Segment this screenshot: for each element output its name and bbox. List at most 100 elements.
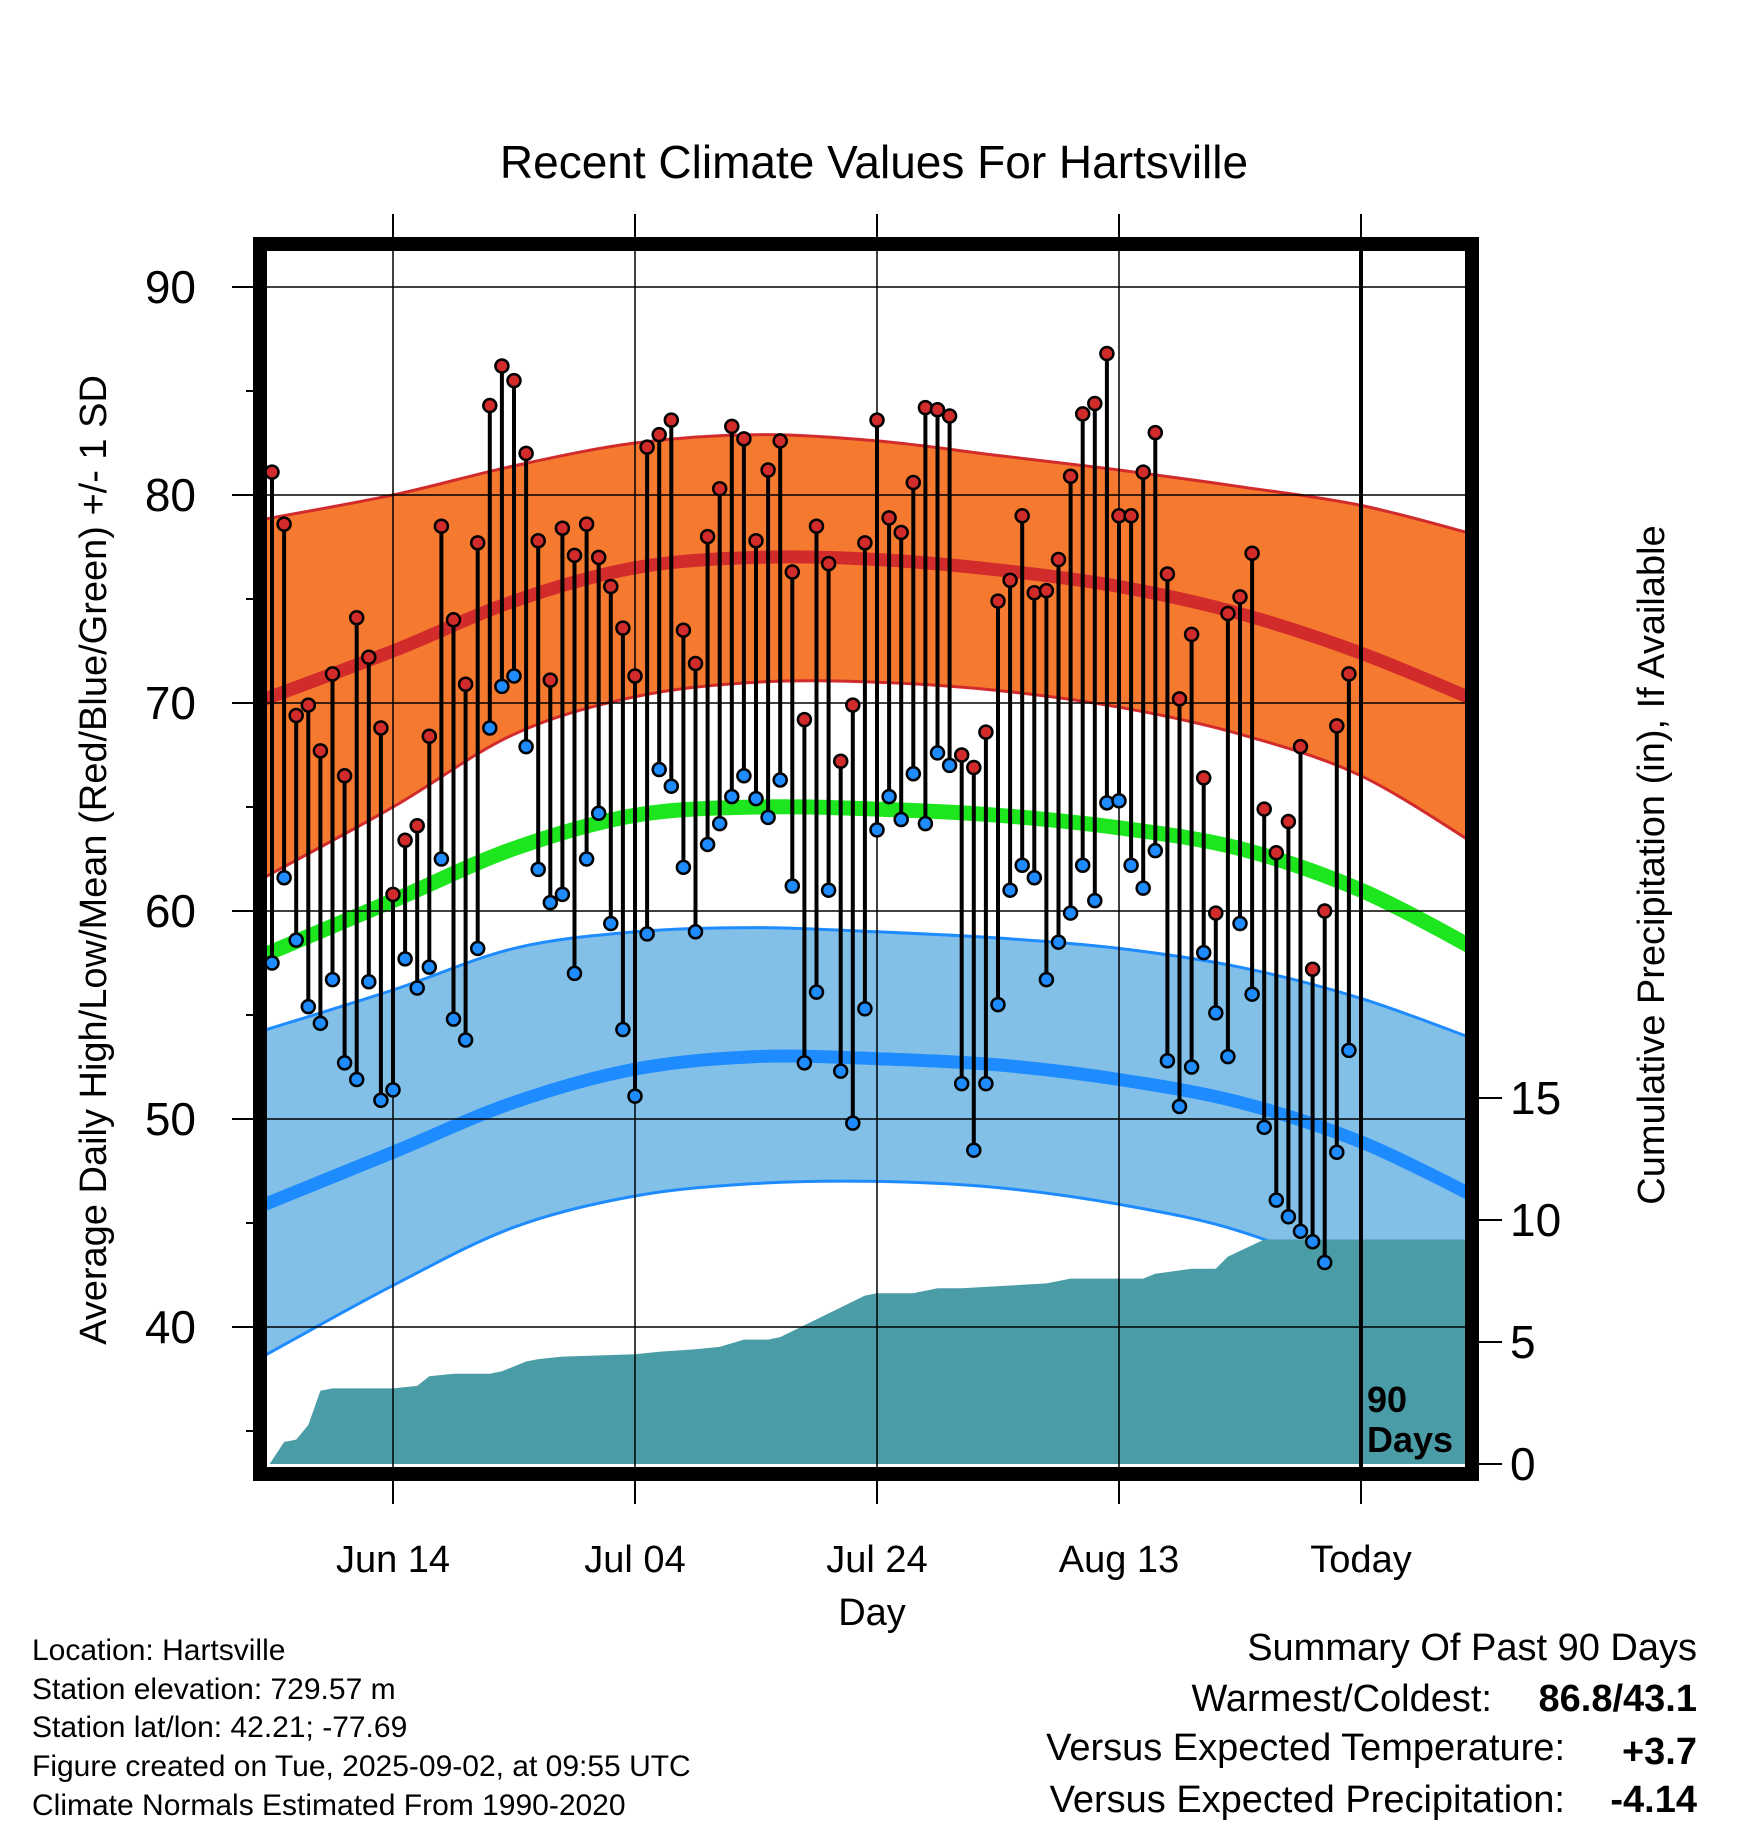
high-point: [312, 743, 329, 759]
daily-stems: [270, 353, 1351, 1263]
high-point: [433, 518, 450, 534]
low-point: [615, 1021, 631, 1038]
high-point: [615, 620, 631, 636]
plot-area: [260, 244, 1472, 1474]
high-point: [457, 676, 474, 693]
low-point: [288, 932, 304, 948]
low-point: [409, 980, 425, 996]
low-point: [361, 973, 377, 990]
high-point: [554, 520, 571, 537]
y-tick-label: 80: [145, 469, 196, 521]
high-point: [736, 431, 752, 447]
y-tick-label: 60: [145, 885, 196, 937]
low-point: [1135, 880, 1151, 896]
high-point: [1329, 718, 1345, 734]
low-point: [324, 971, 341, 988]
high-point: [1123, 508, 1139, 524]
high-point: [663, 412, 680, 428]
high-point: [1062, 468, 1079, 485]
low-point: [1062, 905, 1079, 921]
low-point: [941, 757, 958, 774]
low-point: [772, 772, 788, 788]
high-point: [518, 445, 534, 462]
high-point: [687, 655, 704, 672]
low-point: [1195, 944, 1212, 961]
low-point: [373, 1092, 389, 1109]
high-point: [603, 578, 619, 595]
low-point: [578, 851, 595, 867]
summary-warm-cold-label: Warmest/Coldest:: [1191, 1678, 1492, 1720]
high-point: [917, 399, 934, 416]
x-tick-label: Today: [1310, 1539, 1411, 1581]
high-point: [494, 358, 510, 374]
low-point: [482, 720, 498, 736]
high-point: [905, 474, 922, 491]
high-point: [675, 622, 692, 638]
low-point: [784, 878, 801, 894]
high-point: [506, 372, 522, 389]
low-point: [1171, 1098, 1188, 1115]
x-tick-label: Aug 13: [1059, 1539, 1179, 1581]
summary-warm-cold-value: 86.8/43.1: [1539, 1678, 1697, 1720]
high-point: [1256, 801, 1272, 817]
y-tick-label: 40: [145, 1301, 196, 1353]
high-point: [869, 412, 885, 428]
high-point: [469, 535, 486, 551]
high-point: [445, 612, 462, 628]
low-point: [264, 955, 280, 971]
low-point: [760, 809, 776, 826]
low-point: [348, 1071, 365, 1088]
high-point: [1232, 589, 1248, 605]
y2-tick-label: 5: [1510, 1316, 1536, 1368]
low-point: [820, 882, 837, 898]
high-point: [1195, 770, 1212, 786]
high-point: [1147, 424, 1164, 441]
low-point: [1220, 1048, 1236, 1065]
low-point: [711, 815, 728, 832]
high-point: [566, 547, 583, 564]
high-point: [530, 533, 546, 549]
low-point: [869, 822, 885, 838]
low-point: [433, 851, 450, 867]
low-point: [832, 1063, 849, 1079]
high-point: [348, 609, 365, 626]
low-point: [494, 678, 510, 695]
high-point: [1316, 903, 1333, 919]
high-point: [578, 516, 595, 532]
high-point: [1038, 582, 1055, 599]
high-point: [1280, 813, 1297, 830]
low-point: [857, 1001, 873, 1017]
low-point: [1014, 857, 1030, 873]
footer-normals-period: Climate Normals Estimated From 1990-2020: [32, 1789, 626, 1822]
high-point: [1244, 545, 1260, 561]
summary-precip-label: Versus Expected Precipitation:: [1050, 1779, 1565, 1821]
high-point: [482, 397, 498, 414]
high-point: [711, 481, 728, 497]
high-point: [1099, 345, 1115, 362]
low-point: [542, 894, 559, 911]
low-point: [917, 815, 934, 832]
high-point: [881, 510, 897, 526]
low-point: [397, 951, 413, 967]
high-point: [385, 886, 401, 903]
high-point: [651, 426, 667, 443]
low-point: [469, 940, 486, 957]
low-point: [1232, 915, 1248, 932]
high-point: [990, 593, 1006, 609]
x-tick-label: Jul 24: [826, 1539, 927, 1581]
high-point: [590, 549, 607, 566]
high-point: [820, 555, 837, 572]
x-tick-label: Jul 04: [584, 1539, 685, 1581]
high-point: [288, 707, 304, 724]
high-point: [1220, 605, 1236, 622]
low-point: [457, 1032, 474, 1048]
low-point: [1208, 1005, 1224, 1021]
low-point: [990, 996, 1006, 1013]
high-point: [1026, 585, 1043, 601]
low-point: [905, 765, 922, 782]
high-point: [941, 408, 958, 424]
low-point: [627, 1088, 643, 1104]
low-point: [445, 1011, 462, 1027]
high-point: [1268, 845, 1285, 861]
high-point: [978, 724, 994, 740]
